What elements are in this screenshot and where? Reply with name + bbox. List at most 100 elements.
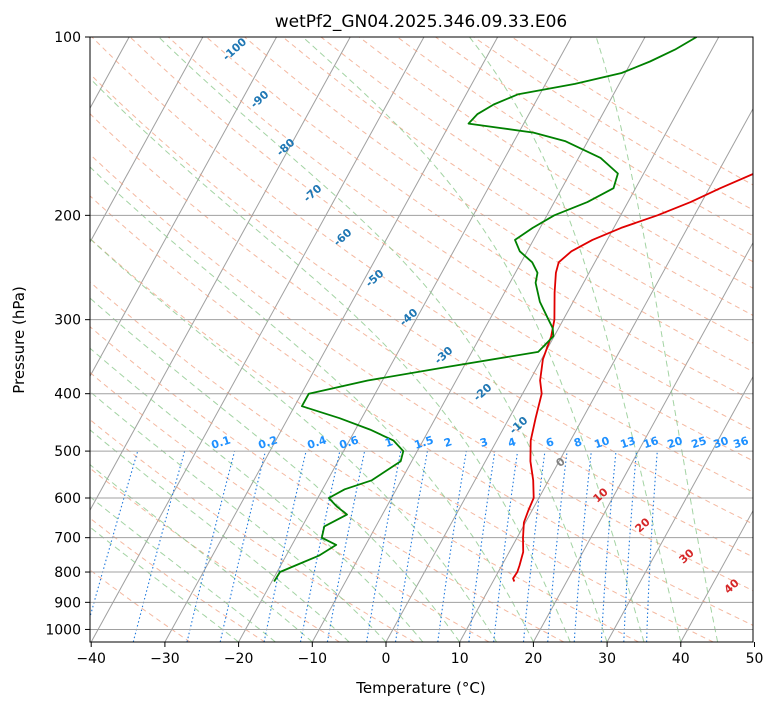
dry-adiabat-line: [320, 37, 753, 316]
y-tick-label: 300: [54, 313, 81, 329]
temperature-line: [512, 173, 753, 582]
dry-adiabat-label: -70: [301, 182, 325, 205]
isotherm-line: [459, 107, 753, 642]
isotherm-line: [90, 37, 277, 378]
y-tick-label: 800: [54, 565, 81, 581]
plot-frame: [89, 36, 754, 643]
mixing-ratio-line: [132, 450, 186, 642]
mixing-ratio-line: [623, 451, 638, 642]
dry-adiabat-line: [473, 37, 753, 211]
mixing-ratio-label: 30: [712, 434, 731, 451]
mixing-ratio-line: [547, 451, 568, 642]
y-tick-label: 200: [54, 208, 81, 224]
x-axis: −40 −30 −20 −10 0 10 20 30 40 50: [76, 642, 763, 667]
isotherm-line: [385, 37, 720, 642]
y-tick-label: 100: [54, 30, 81, 46]
mixing-ratio-label: 6: [544, 435, 556, 450]
moist-adiabat-lines: [90, 37, 719, 642]
isotherm-line: [606, 375, 753, 642]
dry-adiabat-lines: [90, 37, 753, 642]
moist-adiabat-line: [90, 77, 571, 642]
dry-adiabat-line: [90, 371, 490, 642]
y-tick-label: 900: [54, 595, 81, 611]
mixing-ratio-label: 1: [383, 435, 394, 450]
moist-adiabat-label: 10: [591, 485, 611, 505]
y-tick-label: 600: [54, 491, 81, 507]
x-tick-label: 0: [382, 651, 391, 667]
mixing-ratio-line: [219, 450, 266, 642]
isotherm-line: [755, 37, 775, 642]
dry-adiabat-label: -60: [331, 226, 355, 249]
moist-adiabat-line: [90, 297, 461, 642]
dry-adiabat-line: [90, 419, 415, 642]
x-tick-label: −40: [76, 651, 106, 667]
mixing-ratio-label: 20: [666, 434, 685, 451]
dry-adiabat-line: [90, 517, 266, 642]
isotherm-lines: [90, 37, 775, 642]
y-axis-title: Pressure (hPa): [10, 286, 28, 394]
dry-adiabat-line: [397, 37, 753, 263]
x-tick-label: −10: [298, 651, 328, 667]
moist-adiabat-line: [158, 37, 608, 642]
mixing-ratio-line: [90, 450, 139, 619]
moist-adiabat-line: [469, 37, 682, 642]
dry-adiabat-line: [90, 467, 340, 642]
moist-adiabat-line: [90, 391, 387, 642]
isotherm-line: [680, 509, 753, 642]
mixing-ratio-line: [468, 451, 496, 642]
dry-adiabat-label: -40: [397, 306, 421, 329]
mixing-ratio-line: [263, 450, 307, 642]
moist-adiabat-line: [90, 347, 424, 642]
y-tick-label: 1000: [45, 622, 81, 638]
mixing-ratio-label: 8: [572, 435, 583, 450]
moist-adiabat-line: [90, 238, 498, 642]
y-tick-label: 500: [54, 444, 81, 460]
plot-area: -100-90-80-70-60-50-40-30-20-100.1 0.2 0.4…: [90, 35, 775, 642]
x-tick-label: −30: [150, 651, 180, 667]
dewpoint-line: [273, 37, 698, 582]
x-tick-label: 40: [672, 651, 690, 667]
moist-adiabat-line: [90, 464, 313, 642]
dry-adiabat-line: [90, 281, 639, 642]
dry-adiabat-line: [167, 37, 753, 431]
dry-adiabat-line: [90, 237, 714, 642]
isotherm-line: [164, 37, 499, 642]
mixing-ratio-label: 4: [506, 435, 518, 450]
dry-adiabat-label: -20: [471, 381, 495, 404]
y-tick-label: 700: [54, 531, 81, 547]
mixing-ratio-label: 10: [593, 434, 612, 451]
moist-adiabat-line: [90, 166, 534, 642]
mixing-ratio-label: 0.4: [306, 433, 329, 451]
mixing-ratio-line: [522, 451, 546, 642]
dry-adiabat-label: -30: [432, 344, 456, 367]
dry-adiabat-line: [91, 37, 753, 493]
dry-adiabat-label: -90: [248, 88, 272, 111]
y-tick-label: 400: [54, 387, 81, 403]
dry-adiabat-line: [244, 37, 753, 373]
dry-adiabat-line: [90, 153, 753, 592]
mixing-ratio-label: 0.6: [338, 433, 361, 451]
mixing-ratio-label: 36: [732, 434, 751, 451]
x-tick-label: −20: [224, 651, 254, 667]
isotherm-line: [238, 37, 572, 642]
mixing-ratio-line: [493, 451, 519, 642]
dry-adiabat-line: [90, 569, 191, 642]
mixing-ratio-label: 25: [690, 434, 709, 451]
dry-adiabat-label: -100: [220, 35, 249, 63]
mixing-ratio-lines: [90, 450, 658, 642]
x-axis-title: Temperature (°C): [355, 679, 485, 697]
isotherm-line: [311, 37, 646, 642]
dry-adiabat-line: [90, 73, 753, 525]
mixing-ratio-line: [437, 451, 467, 642]
mixing-ratio-line: [573, 451, 592, 642]
dry-adiabat-line: [282, 37, 753, 344]
dry-adiabat-line: [90, 195, 753, 626]
dry-adiabat-line: [358, 37, 753, 289]
moist-adiabat-label: 40: [722, 576, 742, 596]
x-tick-label: 10: [451, 651, 469, 667]
y-axis: 100 200 300 400 500 600 700 800 900 1000: [45, 30, 90, 638]
mixing-ratio-label: 16: [642, 434, 661, 451]
dry-adiabat-line: [90, 113, 753, 558]
profile-series: [273, 37, 753, 582]
